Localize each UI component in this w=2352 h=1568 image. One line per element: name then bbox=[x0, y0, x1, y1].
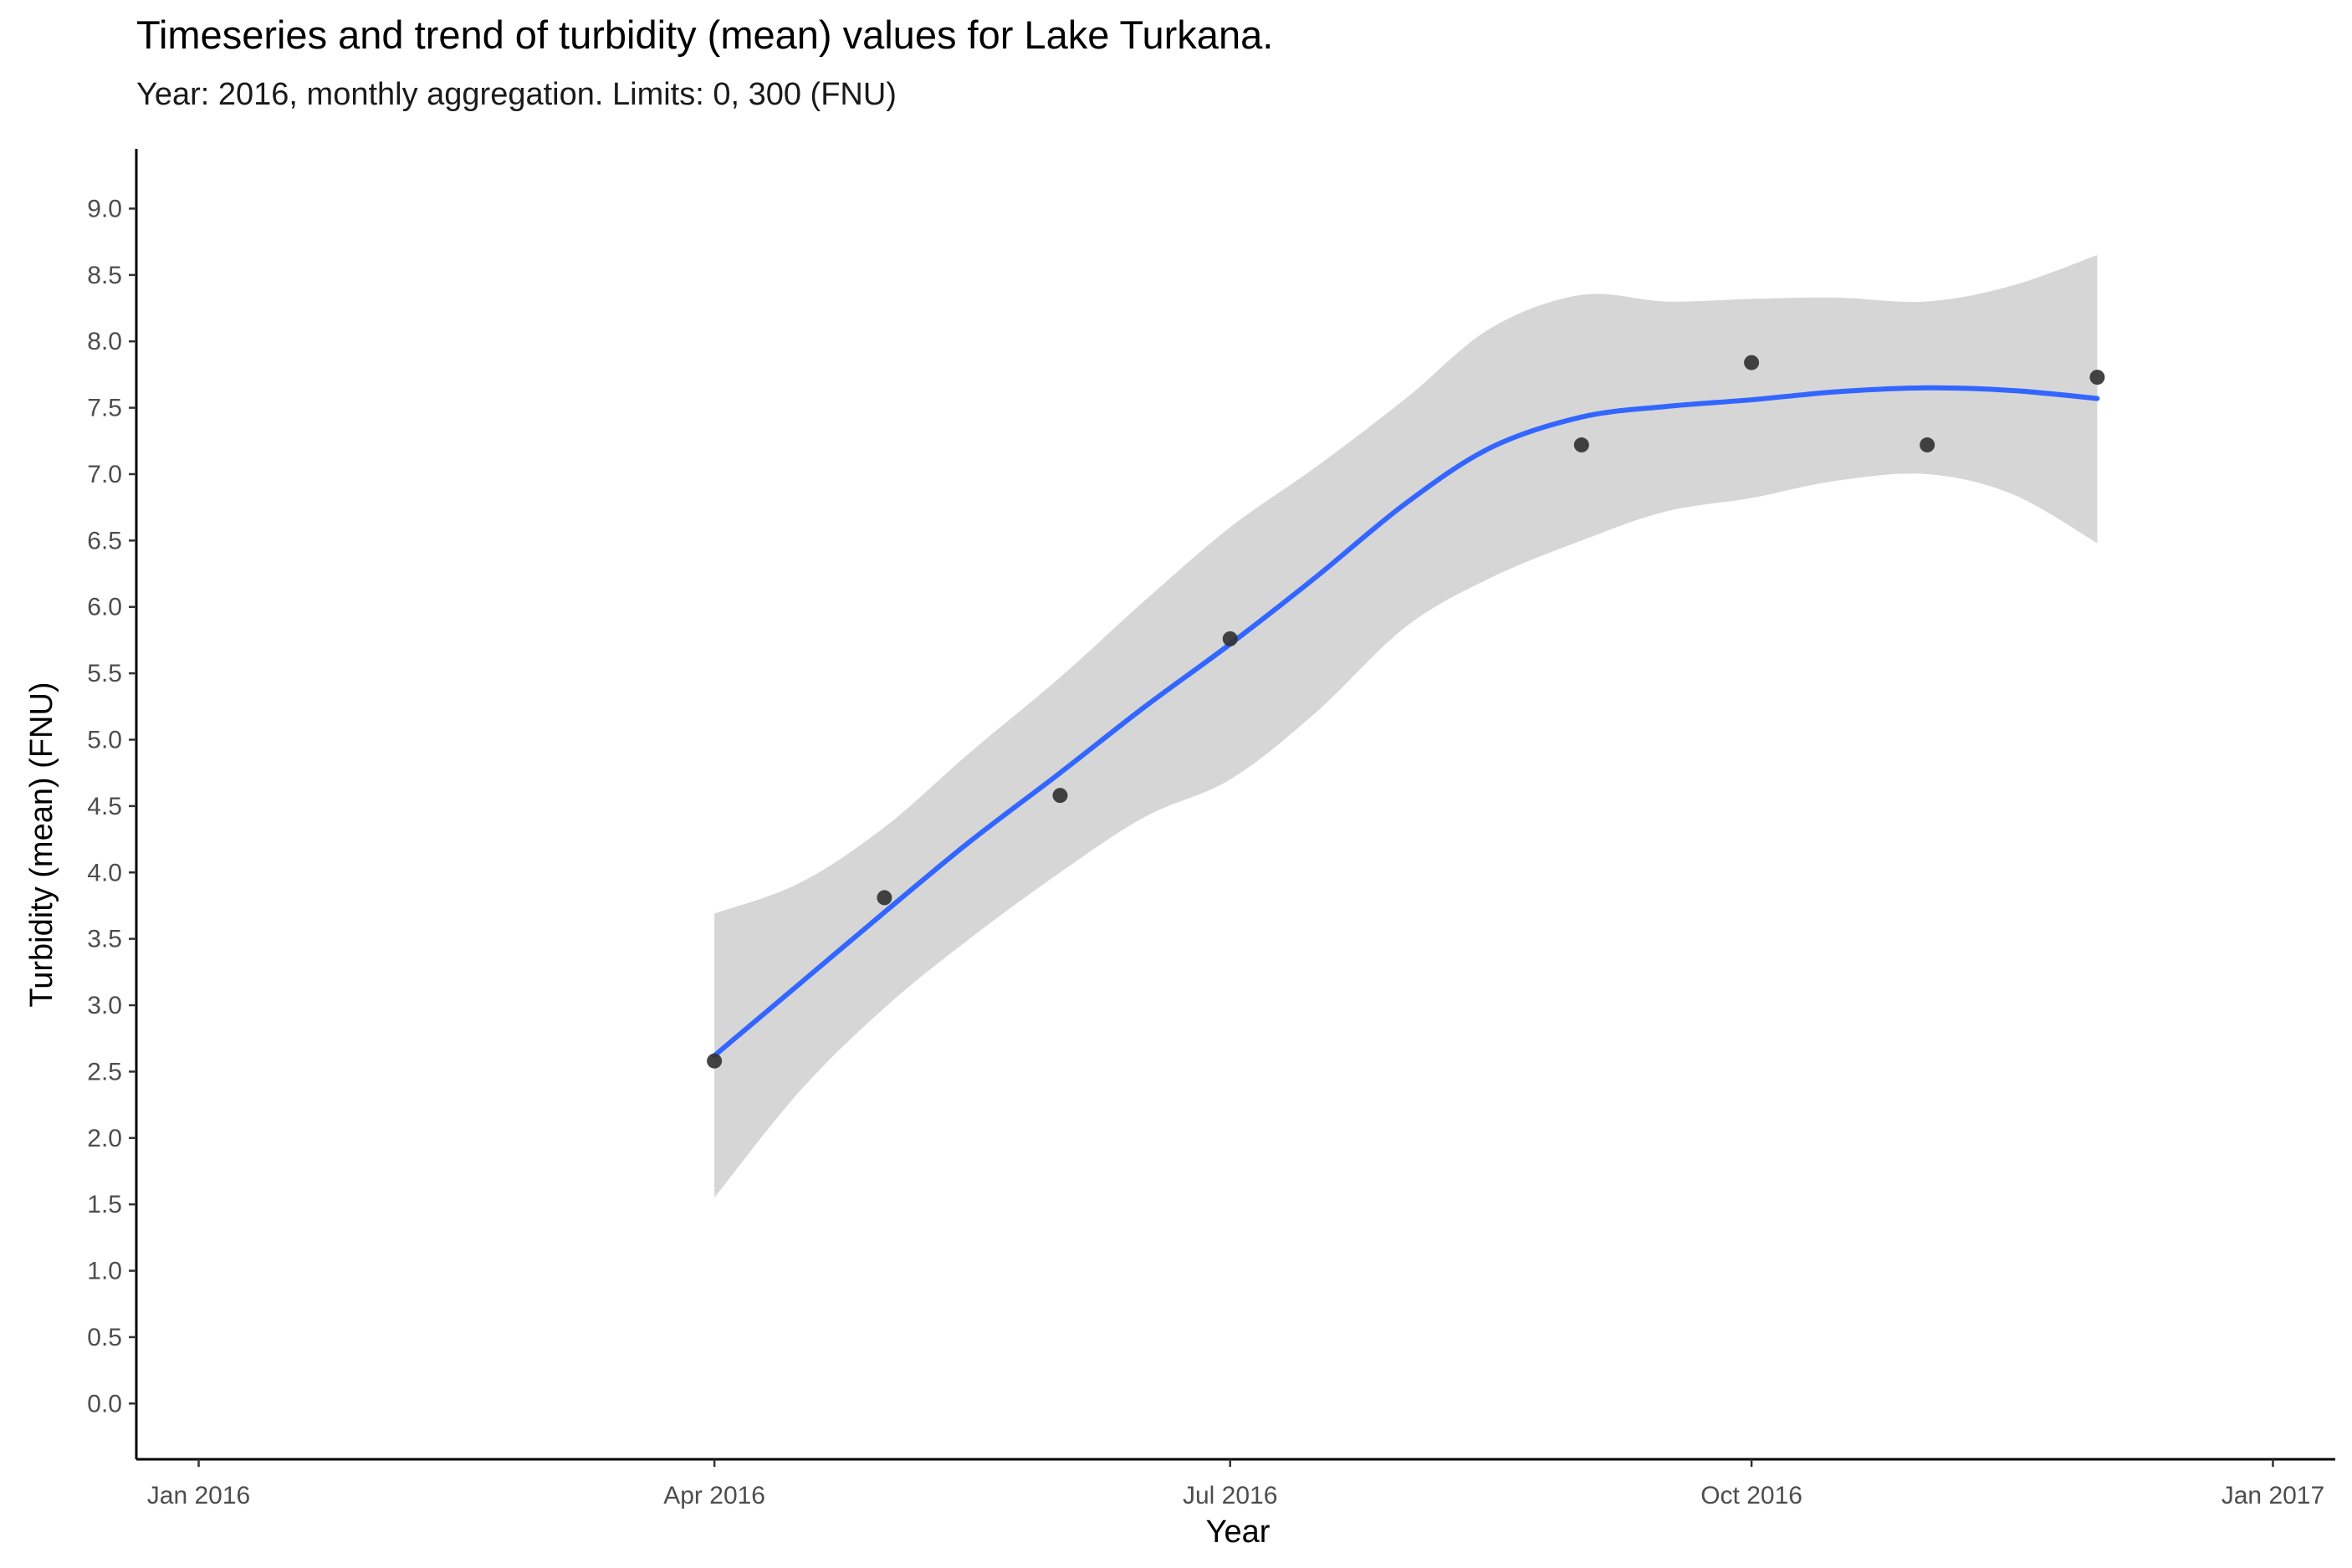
y-tick-label: 9.0 bbox=[87, 195, 122, 222]
y-axis: 0.0 0.5 1.0 1.5 2.0 2.5 3.0 3.5 4.0 4.5 5.0 5.5 6.0 6… bbox=[87, 149, 138, 1459]
chart-title: Timeseries and trend of turbidity (mean)… bbox=[136, 13, 1274, 57]
y-tick-label: 2.5 bbox=[87, 1058, 122, 1085]
y-tick-label: 1.0 bbox=[87, 1258, 122, 1285]
data-point bbox=[1222, 631, 1238, 646]
confidence-ribbon bbox=[714, 255, 2098, 1198]
data-point bbox=[1052, 788, 1068, 804]
x-axis-title: Year bbox=[1206, 1514, 1271, 1550]
data-point bbox=[877, 890, 892, 906]
y-axis-title: Turbidity (mean) (FNU) bbox=[24, 682, 59, 1007]
y-tick-label: 6.5 bbox=[87, 527, 122, 554]
ribbon-layer bbox=[714, 255, 2098, 1198]
y-tick-label: 5.0 bbox=[87, 726, 122, 753]
x-tick-label: Jul 2016 bbox=[1183, 1482, 1277, 1509]
y-tick-label: 8.5 bbox=[87, 262, 122, 289]
trend-line bbox=[712, 385, 2100, 1059]
data-point bbox=[1920, 437, 1935, 453]
y-tick-label: 4.5 bbox=[87, 793, 122, 820]
data-point bbox=[1573, 437, 1589, 453]
y-tick-label: 4.0 bbox=[87, 859, 122, 886]
chart-subtitle: Year: 2016, monthly aggregation. Limits:… bbox=[136, 77, 897, 112]
y-tick-label: 3.0 bbox=[87, 992, 122, 1019]
y-tick-label: 8.0 bbox=[87, 328, 122, 355]
y-tick-label: 5.5 bbox=[87, 660, 122, 687]
y-tick-label: 6.0 bbox=[87, 594, 122, 621]
data-point bbox=[707, 1053, 723, 1069]
y-tick-label: 1.5 bbox=[87, 1191, 122, 1218]
y-tick-label: 0.5 bbox=[87, 1324, 122, 1351]
x-tick-label: Jan 2017 bbox=[2222, 1482, 2324, 1509]
trend-layer bbox=[712, 385, 2100, 1059]
x-axis: Jan 2016 Apr 2016 Jul 2016 Oct 2016 Jan 2017 bbox=[136, 1458, 2335, 1509]
y-tick-label: 0.0 bbox=[87, 1390, 122, 1417]
x-tick-label: Jan 2016 bbox=[147, 1482, 250, 1509]
y-tick-label: 3.5 bbox=[87, 926, 122, 953]
data-point bbox=[1744, 355, 1760, 370]
x-tick-label: Oct 2016 bbox=[1700, 1482, 1802, 1509]
y-tick-label: 2.0 bbox=[87, 1125, 122, 1152]
y-tick-label: 7.0 bbox=[87, 461, 122, 488]
data-point bbox=[2089, 370, 2105, 386]
x-tick-label: Apr 2016 bbox=[663, 1482, 765, 1509]
points-layer bbox=[707, 355, 2105, 1069]
y-tick-label: 7.5 bbox=[87, 395, 122, 422]
